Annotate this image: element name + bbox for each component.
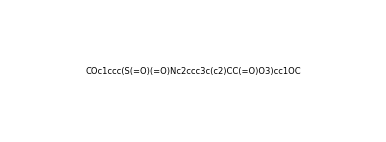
Text: COc1ccc(S(=O)(=O)Nc2ccc3c(c2)CC(=O)O3)cc1OC: COc1ccc(S(=O)(=O)Nc2ccc3c(c2)CC(=O)O3)cc… (85, 66, 301, 76)
